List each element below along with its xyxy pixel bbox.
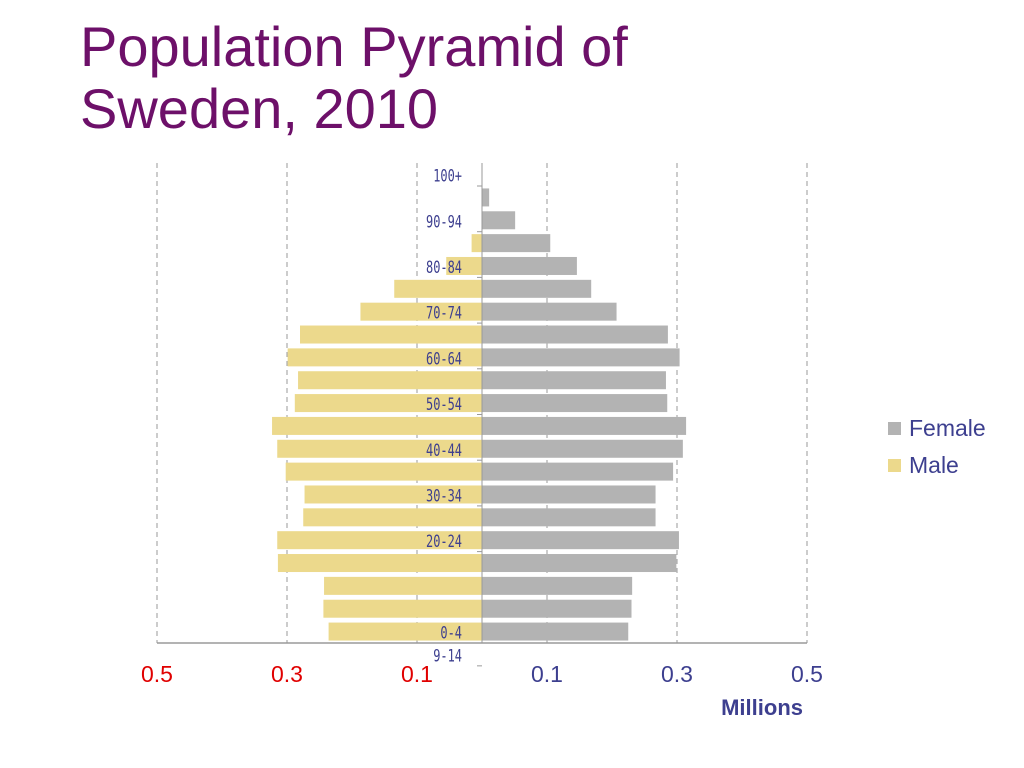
bar-female-80-84	[482, 256, 577, 275]
bar-female-10-14	[482, 576, 633, 595]
age-label-70-74: 70-74	[426, 304, 462, 324]
age-label-100+: 100+	[433, 167, 462, 187]
bar-female-60-64	[482, 348, 680, 367]
age-label-40-44: 40-44	[426, 441, 462, 461]
age-label-30-34: 30-34	[426, 486, 462, 506]
bar-male-50-54	[294, 394, 482, 413]
bar-male-60-64	[287, 348, 482, 367]
bar-male-15-19	[277, 554, 482, 573]
bar-female-70-74	[482, 302, 617, 321]
bar-female-95-99	[482, 188, 490, 207]
bar-male-85-89	[471, 234, 482, 253]
bar-female-40-44	[482, 439, 683, 458]
age-label-80-84: 80-84	[426, 258, 462, 278]
chart-title-line-1: Population Pyramid of	[80, 15, 628, 78]
bar-female-15-19	[482, 554, 677, 573]
bar-male-40-44	[277, 439, 482, 458]
x-tick-label-right-2: 0.5	[791, 661, 823, 687]
bar-male-65-69	[300, 325, 482, 344]
legend-item-female: Female	[888, 410, 986, 447]
bar-male-0-4	[328, 622, 482, 641]
bar-female-5-9	[482, 599, 632, 618]
legend-label-male: Male	[909, 452, 959, 478]
bar-male-55-59	[298, 371, 482, 390]
bar-female-55-59	[482, 371, 666, 390]
legend-item-male: Male	[888, 447, 986, 484]
legend: Female Male	[888, 410, 986, 484]
x-tick-label-right-0: 0.1	[531, 661, 563, 687]
bar-female-0-4	[482, 622, 629, 641]
bar-male-30-34	[304, 485, 482, 504]
x-axis-label: Millions	[721, 695, 803, 720]
male-swatch-icon	[888, 459, 901, 472]
bar-female-75-79	[482, 279, 592, 298]
x-tick-label-left-2: 0.1	[401, 661, 433, 687]
x-tick-label-left-1: 0.3	[271, 661, 303, 687]
bar-female-65-69	[482, 325, 668, 344]
age-label-50-54: 50-54	[426, 395, 462, 415]
x-tick-label-right-1: 0.3	[661, 661, 693, 687]
bar-female-30-34	[482, 485, 656, 504]
bar-female-85-89	[482, 234, 551, 253]
bar-female-50-54	[482, 394, 668, 413]
bar-male-80-84	[446, 256, 482, 275]
bar-female-25-29	[482, 508, 656, 527]
age-label-20-24: 20-24	[426, 532, 462, 552]
age-label-60-64: 60-64	[426, 349, 462, 369]
x-tick-label-left-0: 0.5	[141, 661, 173, 687]
chart-title: Population Pyramid of Sweden, 2010	[80, 16, 780, 140]
legend-label-female: Female	[909, 415, 986, 441]
bar-male-5-9	[323, 599, 482, 618]
bar-male-10-14	[324, 576, 482, 595]
bar-female-35-39	[482, 462, 674, 481]
bar-female-20-24	[482, 531, 679, 550]
bar-male-75-79	[394, 279, 482, 298]
bar-male-20-24	[277, 531, 482, 550]
chart-title-line-2: Sweden, 2010	[80, 77, 439, 140]
female-swatch-icon	[888, 422, 901, 435]
bar-male-35-39	[285, 462, 482, 481]
age-label-9-14: 9-14	[433, 646, 462, 666]
bar-male-45-49	[272, 416, 482, 435]
bar-female-45-49	[482, 416, 687, 435]
bar-female-90-94	[482, 211, 516, 230]
age-label-90-94: 90-94	[426, 212, 462, 232]
bar-male-70-74	[360, 302, 482, 321]
age-label-0-4: 0-4	[440, 624, 462, 644]
bar-male-25-29	[303, 508, 482, 527]
